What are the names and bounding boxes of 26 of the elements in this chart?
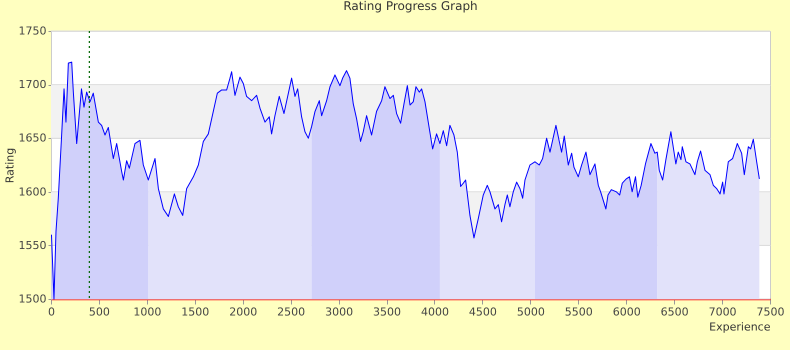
x-tick-label: 2000 — [229, 306, 258, 318]
y-tick-label: 1650 — [18, 132, 46, 145]
x-axis-title: Experience — [709, 320, 771, 334]
x-tick-label: 4000 — [420, 306, 449, 318]
x-tick-label: 7000 — [708, 306, 737, 318]
x-tick-label: 5000 — [516, 306, 545, 318]
y-tick-label: 1700 — [18, 78, 46, 92]
x-tick-label: 3000 — [325, 306, 354, 318]
x-tick-label: 4500 — [468, 306, 497, 318]
x-tick-label: 6000 — [612, 306, 641, 318]
x-tick-label: 500 — [88, 306, 110, 318]
line-series — [50, 62, 760, 300]
x-tick-label: 0 — [48, 306, 55, 318]
y-tick-label: 1550 — [18, 238, 46, 252]
y-tick-label: 1750 — [18, 24, 46, 38]
y-tick-label: 1500 — [18, 292, 46, 306]
x-tick-label: 3500 — [373, 306, 402, 318]
x-tick-label: 1500 — [181, 306, 210, 318]
y-tick-label: 1600 — [18, 185, 46, 198]
x-tick-label: 7500 — [756, 306, 784, 318]
x-tick-label: 5500 — [564, 306, 593, 318]
y-axis-title: Rating — [4, 148, 17, 184]
x-tick-label: 2500 — [277, 306, 306, 318]
x-tick-label: 1000 — [133, 306, 162, 318]
chart-title: Rating Progress Graph — [343, 0, 478, 13]
x-tick-label: 6500 — [660, 306, 689, 318]
